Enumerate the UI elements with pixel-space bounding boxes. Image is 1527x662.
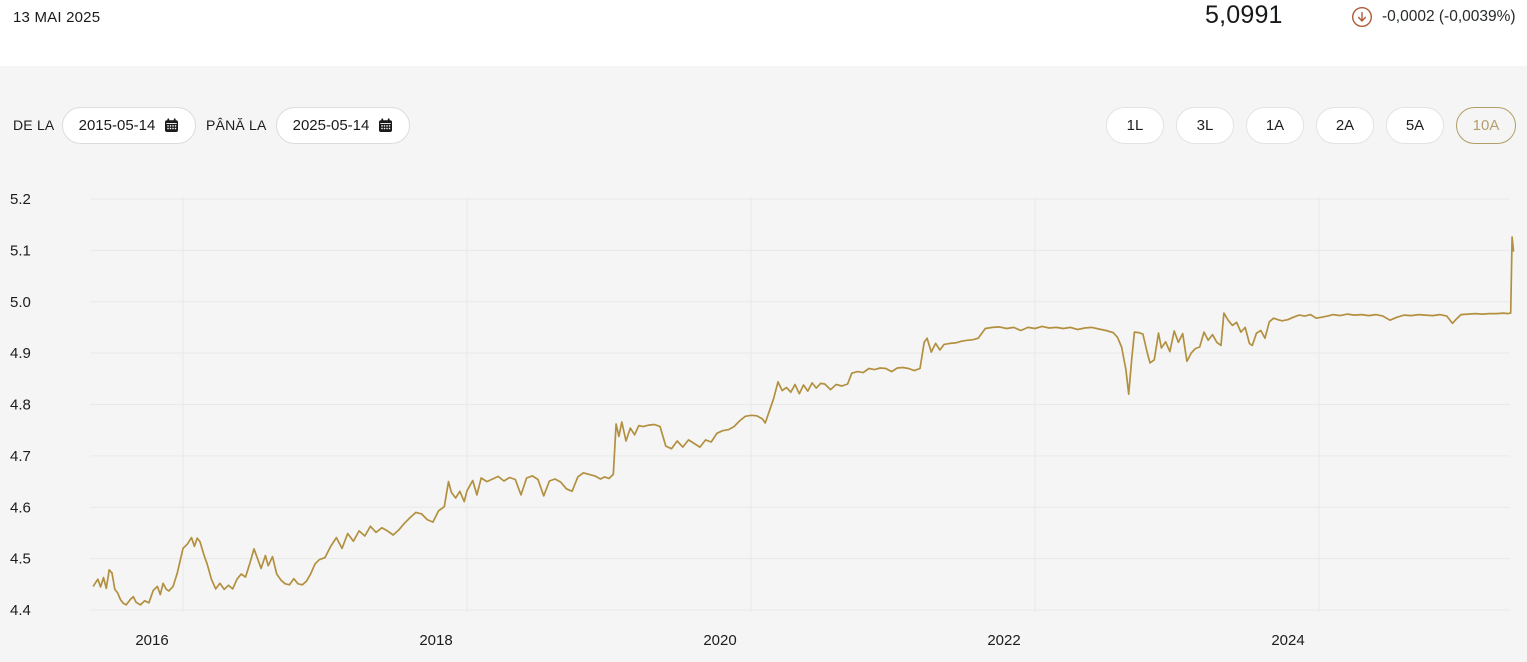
calendar-icon [379, 118, 393, 132]
range-button-3l[interactable]: 3L [1176, 107, 1234, 144]
y-tick-label: 5.0 [10, 294, 31, 311]
x-tick-label: 2016 [135, 632, 168, 649]
y-tick-label: 5.1 [10, 242, 31, 259]
price-change-indicator: -0,0002 (-0,0039%) [1351, 6, 1516, 28]
quote-date: 13 MAI 2025 [13, 9, 101, 26]
range-button-5a[interactable]: 5A [1386, 107, 1444, 144]
range-buttons: 1L 3L 1A 2A 5A 10A [1106, 107, 1516, 144]
x-tick-label: 2020 [703, 632, 736, 649]
y-tick-label: 4.4 [10, 602, 31, 619]
from-date-input[interactable]: 2015-05-14 [62, 107, 196, 144]
chart-plot-area[interactable] [90, 197, 1510, 612]
y-tick-label: 4.8 [10, 397, 31, 414]
header: 13 MAI 2025 5,0991 -0,0002 (-0,0039%) [0, 0, 1527, 66]
price-change-text: -0,0002 (-0,0039%) [1382, 8, 1516, 25]
y-tick-label: 4.6 [10, 499, 31, 516]
controls-bar: DE LA 2015-05-14 PÂNĂ LA 2025-05-14 [0, 66, 1527, 156]
chart-panel-background [0, 66, 1527, 662]
y-tick-label: 4.7 [10, 448, 31, 465]
calendar-icon [165, 118, 179, 132]
from-label: DE LA [13, 117, 55, 133]
circle-arrow-down-icon [1351, 6, 1373, 28]
range-button-2a[interactable]: 2A [1316, 107, 1374, 144]
x-tick-label: 2022 [987, 632, 1020, 649]
x-tick-label: 2018 [419, 632, 452, 649]
y-tick-label: 4.9 [10, 345, 31, 362]
y-tick-label: 4.5 [10, 551, 31, 568]
range-button-1l[interactable]: 1L [1106, 107, 1164, 144]
range-button-10a[interactable]: 10A [1456, 107, 1516, 144]
x-tick-label: 2024 [1271, 632, 1304, 649]
to-date-value: 2025-05-14 [292, 117, 370, 134]
to-label: PÂNĂ LA [206, 117, 267, 133]
to-date-input[interactable]: 2025-05-14 [276, 107, 410, 144]
from-date-value: 2015-05-14 [78, 117, 156, 134]
y-tick-label: 5.2 [10, 191, 31, 208]
price-line [92, 236, 1515, 606]
range-button-1a[interactable]: 1A [1246, 107, 1304, 144]
current-price: 5,0991 [1205, 1, 1283, 29]
